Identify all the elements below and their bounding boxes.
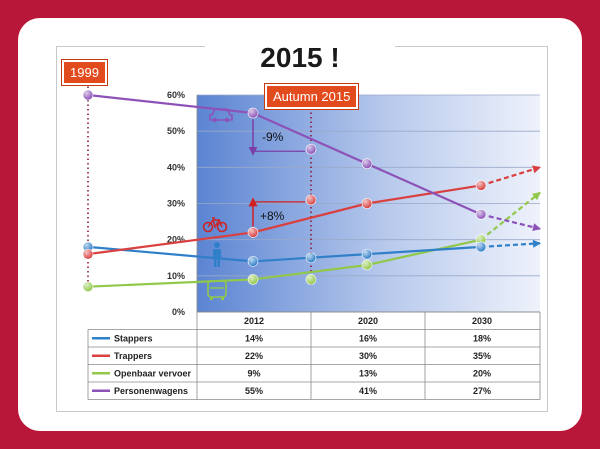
y-tick-label: 20% xyxy=(167,235,185,245)
legend-label: Openbaar vervoer xyxy=(114,369,192,379)
callout-1999: 1999 xyxy=(62,60,107,85)
projection-line xyxy=(480,191,541,241)
car-icon xyxy=(209,108,233,123)
slide-title: 2015 ! xyxy=(205,38,395,78)
bike-change-label: +8% xyxy=(260,209,285,223)
bicycle-icon xyxy=(202,217,228,233)
y-tick-label: 30% xyxy=(167,199,185,209)
data-label: 55% xyxy=(245,386,263,396)
x-tick-label: 2012 xyxy=(244,316,264,326)
data-label: 27% xyxy=(473,386,491,396)
data-label: 9% xyxy=(247,369,260,379)
data-label: 13% xyxy=(359,369,377,379)
series-line xyxy=(87,238,482,288)
data-label: 14% xyxy=(245,334,263,344)
data-label: 18% xyxy=(473,334,491,344)
projection-arrow xyxy=(532,165,541,174)
projection-line xyxy=(480,242,541,248)
car-change-label: -9% xyxy=(262,130,284,144)
bus-icon xyxy=(207,280,227,300)
data-label: 20% xyxy=(473,369,491,379)
legend-label: Personenwagens xyxy=(114,386,188,396)
x-tick-label: 2030 xyxy=(472,316,492,326)
y-tick-label: 50% xyxy=(167,126,185,136)
data-label: 16% xyxy=(359,334,377,344)
series-line xyxy=(87,93,482,216)
legend-label: Stappers xyxy=(114,334,153,344)
data-label: 41% xyxy=(359,386,377,396)
y-tick-label: 0% xyxy=(172,307,185,317)
data-label: 35% xyxy=(473,351,491,361)
legend-label: Trappers xyxy=(114,351,152,361)
projection-arrow xyxy=(532,192,541,201)
y-tick-label: 60% xyxy=(167,90,185,100)
callout-autumn-2015: Autumn 2015 xyxy=(265,84,359,109)
projection-arrow xyxy=(532,239,541,248)
y-tick-label: 40% xyxy=(167,162,185,172)
data-label: 22% xyxy=(245,351,263,361)
projection-arrow xyxy=(532,223,541,232)
x-tick-label: 2020 xyxy=(358,316,378,326)
y-tick-label: 10% xyxy=(167,271,185,281)
projection-line xyxy=(480,213,541,230)
series-line xyxy=(87,184,482,256)
pedestrian-icon xyxy=(213,242,221,267)
data-label: 30% xyxy=(359,351,377,361)
projection-line xyxy=(480,166,541,187)
